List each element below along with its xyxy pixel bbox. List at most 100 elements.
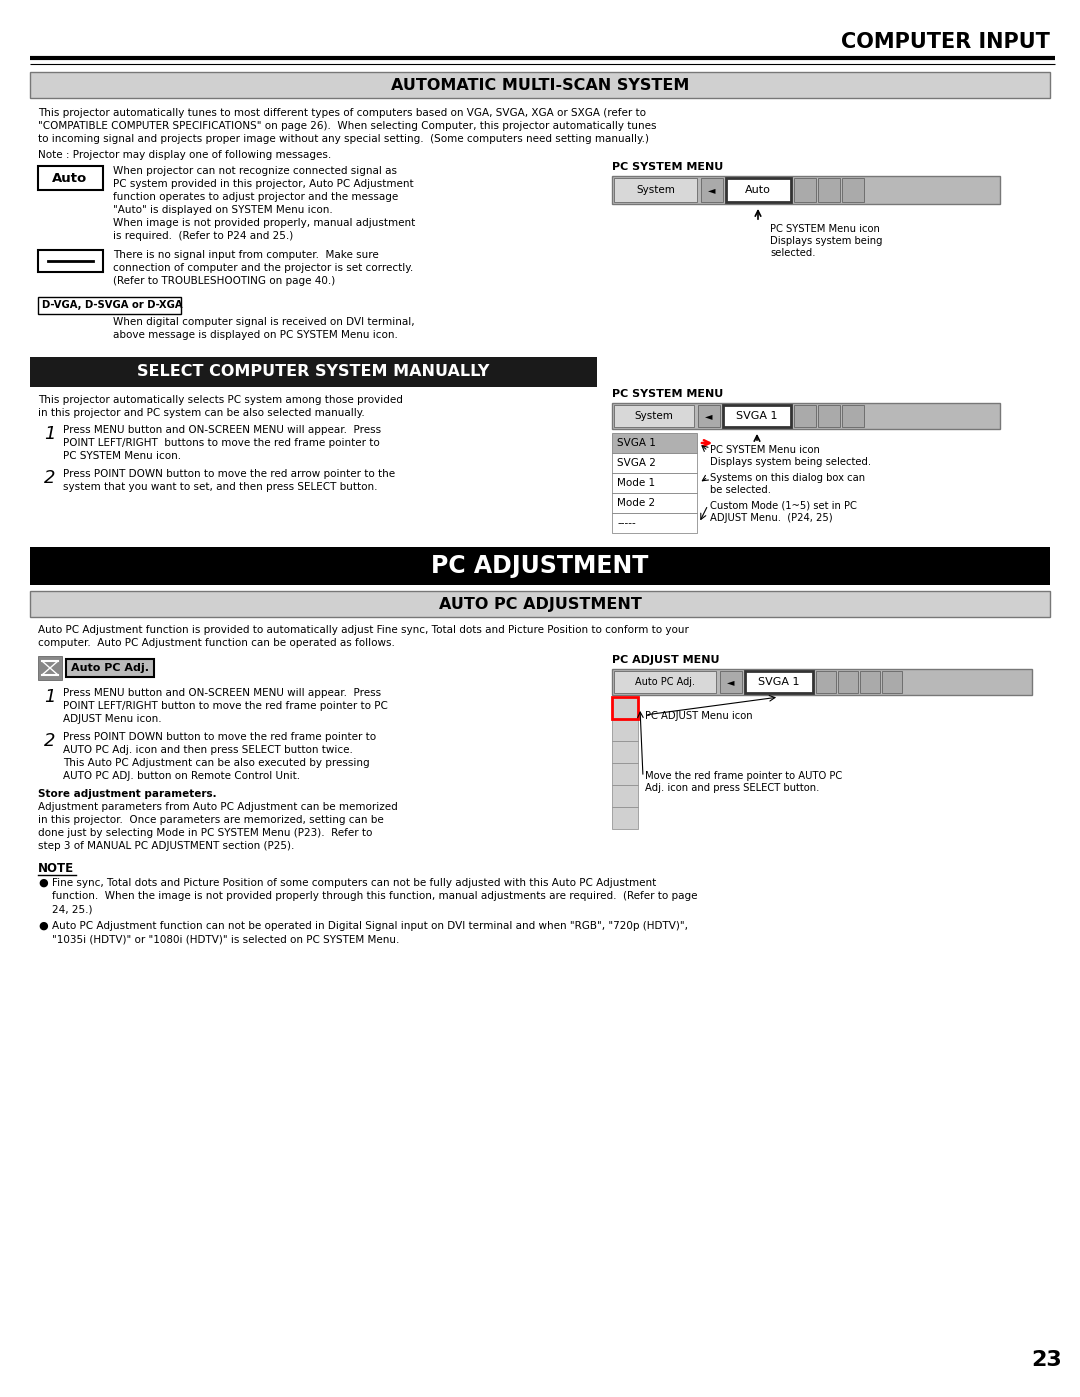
FancyBboxPatch shape: [860, 671, 880, 693]
FancyBboxPatch shape: [38, 657, 62, 680]
FancyBboxPatch shape: [842, 177, 864, 203]
Text: SVGA 1: SVGA 1: [617, 439, 656, 448]
Text: POINT LEFT/RIGHT  buttons to move the red frame pointer to: POINT LEFT/RIGHT buttons to move the red…: [63, 439, 380, 448]
FancyBboxPatch shape: [615, 671, 716, 693]
Text: to incoming signal and projects proper image without any special setting.  (Some: to incoming signal and projects proper i…: [38, 134, 649, 144]
Text: Note : Projector may display one of following messages.: Note : Projector may display one of foll…: [38, 149, 332, 161]
Text: done just by selecting Mode in PC SYSTEM Menu (P23).  Refer to: done just by selecting Mode in PC SYSTEM…: [38, 828, 373, 838]
Text: 2: 2: [44, 469, 55, 488]
Text: PC ADJUST MENU: PC ADJUST MENU: [612, 655, 719, 665]
Text: selected.: selected.: [770, 249, 815, 258]
Text: "Auto" is displayed on SYSTEM Menu icon.: "Auto" is displayed on SYSTEM Menu icon.: [113, 205, 333, 215]
Text: Custom Mode (1~5) set in PC: Custom Mode (1~5) set in PC: [710, 502, 856, 511]
FancyBboxPatch shape: [38, 298, 181, 314]
Text: SVGA 1: SVGA 1: [758, 678, 800, 687]
Text: SELECT COMPUTER SYSTEM MANUALLY: SELECT COMPUTER SYSTEM MANUALLY: [137, 365, 489, 380]
Text: PC SYSTEM Menu icon: PC SYSTEM Menu icon: [710, 446, 820, 455]
Text: Press MENU button and ON-SCREEN MENU will appear.  Press: Press MENU button and ON-SCREEN MENU wil…: [63, 687, 381, 698]
Text: PC SYSTEM MENU: PC SYSTEM MENU: [612, 388, 724, 400]
FancyBboxPatch shape: [612, 513, 697, 534]
Text: This Auto PC Adjustment can be also executed by pressing: This Auto PC Adjustment can be also exec…: [63, 759, 369, 768]
Text: COMPUTER INPUT: COMPUTER INPUT: [841, 32, 1050, 52]
Text: System: System: [636, 184, 675, 196]
Text: Auto PC Adjustment function can not be operated in Digital Signal input on DVI t: Auto PC Adjustment function can not be o…: [52, 921, 688, 930]
Text: Press POINT DOWN button to move the red arrow pointer to the: Press POINT DOWN button to move the red …: [63, 469, 395, 479]
Text: Displays system being selected.: Displays system being selected.: [710, 457, 872, 467]
Text: Auto: Auto: [52, 172, 87, 184]
Text: connection of computer and the projector is set correctly.: connection of computer and the projector…: [113, 263, 414, 272]
FancyBboxPatch shape: [38, 250, 103, 272]
Text: Press POINT DOWN button to move the red frame pointer to: Press POINT DOWN button to move the red …: [63, 732, 376, 742]
Text: PC system provided in this projector, Auto PC Adjustment: PC system provided in this projector, Au…: [113, 179, 414, 189]
Text: function operates to adjust projector and the message: function operates to adjust projector an…: [113, 191, 399, 203]
Text: PC SYSTEM Menu icon.: PC SYSTEM Menu icon.: [63, 451, 181, 461]
FancyBboxPatch shape: [794, 177, 816, 203]
FancyBboxPatch shape: [612, 697, 638, 719]
Text: ●: ●: [38, 877, 48, 888]
FancyBboxPatch shape: [612, 402, 1000, 429]
Text: ◄: ◄: [708, 184, 716, 196]
Text: When projector can not recognize connected signal as: When projector can not recognize connect…: [113, 166, 397, 176]
FancyBboxPatch shape: [612, 474, 697, 493]
Text: AUTOMATIC MULTI-SCAN SYSTEM: AUTOMATIC MULTI-SCAN SYSTEM: [391, 77, 689, 92]
Text: When image is not provided properly, manual adjustment: When image is not provided properly, man…: [113, 218, 415, 228]
Text: "1035i (HDTV)" or "1080i (HDTV)" is selected on PC SYSTEM Menu.: "1035i (HDTV)" or "1080i (HDTV)" is sele…: [52, 935, 400, 944]
Text: system that you want to set, and then press SELECT button.: system that you want to set, and then pr…: [63, 482, 378, 492]
FancyBboxPatch shape: [612, 807, 638, 828]
Text: 2: 2: [44, 732, 55, 750]
Text: Auto: Auto: [745, 184, 771, 196]
FancyBboxPatch shape: [838, 671, 858, 693]
Text: SVGA 2: SVGA 2: [617, 458, 656, 468]
Text: in this projector and PC system can be also selected manually.: in this projector and PC system can be a…: [38, 408, 365, 418]
Text: be selected.: be selected.: [710, 485, 771, 495]
FancyBboxPatch shape: [698, 405, 720, 427]
FancyBboxPatch shape: [612, 176, 1000, 204]
Text: Systems on this dialog box can: Systems on this dialog box can: [710, 474, 865, 483]
Text: above message is displayed on PC SYSTEM Menu icon.: above message is displayed on PC SYSTEM …: [113, 330, 397, 339]
FancyBboxPatch shape: [726, 177, 791, 203]
Text: POINT LEFT/RIGHT button to move the red frame pointer to PC: POINT LEFT/RIGHT button to move the red …: [63, 701, 388, 711]
Text: Auto PC Adj.: Auto PC Adj.: [71, 664, 149, 673]
FancyBboxPatch shape: [720, 671, 742, 693]
Text: Mode 1: Mode 1: [617, 478, 656, 488]
Text: AUTO PC ADJUSTMENT: AUTO PC ADJUSTMENT: [438, 597, 642, 612]
Text: Store adjustment parameters.: Store adjustment parameters.: [38, 789, 217, 799]
FancyBboxPatch shape: [745, 671, 813, 693]
Text: ◄: ◄: [705, 411, 713, 420]
Text: Adjustment parameters from Auto PC Adjustment can be memorized: Adjustment parameters from Auto PC Adjus…: [38, 802, 397, 812]
FancyBboxPatch shape: [30, 591, 1050, 617]
Text: step 3 of MANUAL PC ADJUSTMENT section (P25).: step 3 of MANUAL PC ADJUSTMENT section (…: [38, 841, 295, 851]
Text: (Refer to TROUBLESHOOTING on page 40.): (Refer to TROUBLESHOOTING on page 40.): [113, 277, 335, 286]
Text: function.  When the image is not provided properly through this function, manual: function. When the image is not provided…: [52, 891, 698, 901]
Text: PC ADJUST Menu icon: PC ADJUST Menu icon: [645, 711, 753, 721]
Text: PC ADJUSTMENT: PC ADJUSTMENT: [431, 555, 649, 578]
Text: There is no signal input from computer.  Make sure: There is no signal input from computer. …: [113, 250, 379, 260]
FancyBboxPatch shape: [30, 548, 1050, 585]
Text: System: System: [635, 411, 674, 420]
FancyBboxPatch shape: [612, 740, 638, 763]
Text: ADJUST Menu icon.: ADJUST Menu icon.: [63, 714, 162, 724]
Text: 1: 1: [44, 425, 55, 443]
Text: D-VGA, D-SVGA or D-XGA: D-VGA, D-SVGA or D-XGA: [42, 300, 183, 310]
Text: SVGA 1: SVGA 1: [737, 411, 778, 420]
Text: PC SYSTEM Menu icon: PC SYSTEM Menu icon: [770, 224, 880, 235]
Text: NOTE: NOTE: [38, 862, 75, 875]
Text: Auto PC Adj.: Auto PC Adj.: [635, 678, 696, 687]
FancyBboxPatch shape: [612, 493, 697, 513]
Text: Adj. icon and press SELECT button.: Adj. icon and press SELECT button.: [645, 782, 820, 793]
FancyBboxPatch shape: [615, 405, 694, 427]
FancyBboxPatch shape: [612, 433, 697, 453]
FancyBboxPatch shape: [816, 671, 836, 693]
Text: -----: -----: [617, 518, 636, 528]
FancyBboxPatch shape: [30, 358, 597, 387]
Text: Fine sync, Total dots and Picture Position of some computers can not be fully ad: Fine sync, Total dots and Picture Positi…: [52, 877, 657, 888]
Text: This projector automatically tunes to most different types of computers based on: This projector automatically tunes to mo…: [38, 108, 646, 117]
FancyBboxPatch shape: [38, 166, 103, 190]
Text: "COMPATIBLE COMPUTER SPECIFICATIONS" on page 26).  When selecting Computer, this: "COMPATIBLE COMPUTER SPECIFICATIONS" on …: [38, 122, 657, 131]
Text: PC SYSTEM MENU: PC SYSTEM MENU: [612, 162, 724, 172]
FancyBboxPatch shape: [842, 405, 864, 427]
FancyBboxPatch shape: [701, 177, 723, 203]
Text: Move the red frame pointer to AUTO PC: Move the red frame pointer to AUTO PC: [645, 771, 842, 781]
Text: 23: 23: [1031, 1350, 1063, 1370]
Text: This projector automatically selects PC system among those provided: This projector automatically selects PC …: [38, 395, 403, 405]
